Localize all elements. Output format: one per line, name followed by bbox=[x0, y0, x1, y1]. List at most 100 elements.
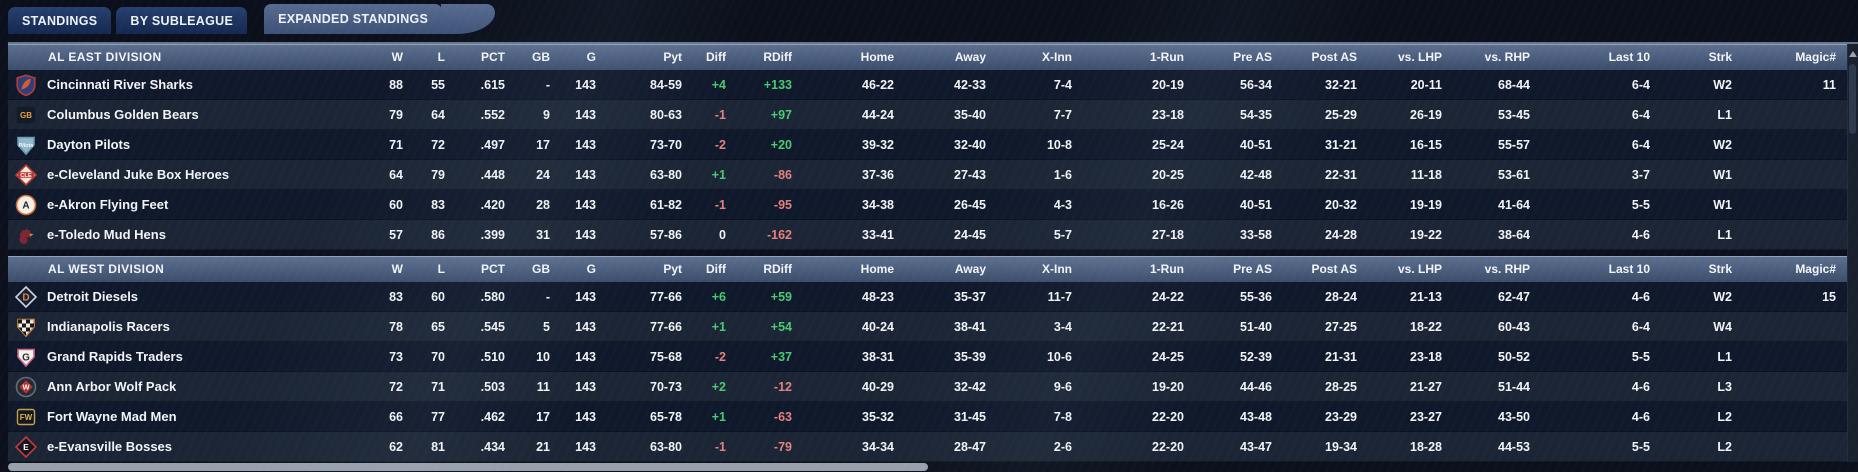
team-logo: G bbox=[14, 345, 38, 369]
column-header-preas[interactable]: Pre AS bbox=[1233, 262, 1272, 276]
division-title: AL WEST DIVISION bbox=[48, 262, 165, 276]
horizontal-scrollbar[interactable] bbox=[0, 462, 1858, 472]
column-header-l[interactable]: L bbox=[437, 262, 445, 276]
column-header-xinn[interactable]: X-Inn bbox=[1042, 262, 1072, 276]
stat-home: 34-34 bbox=[862, 439, 894, 454]
stat-diff: -2 bbox=[714, 137, 726, 152]
column-header-pct[interactable]: PCT bbox=[481, 50, 505, 64]
column-header-vslhp[interactable]: vs. LHP bbox=[1397, 262, 1442, 276]
stat-magic bbox=[1744, 432, 1848, 461]
column-header-away[interactable]: Away bbox=[954, 50, 986, 64]
stat-last10: 4-6 bbox=[1631, 289, 1650, 304]
scroll-up-arrow-icon[interactable] bbox=[1849, 51, 1857, 57]
tab-expanded-standings[interactable]: EXPANDED STANDINGS bbox=[264, 4, 443, 34]
column-header-diff[interactable]: Diff bbox=[706, 50, 726, 64]
column-header-away[interactable]: Away bbox=[954, 262, 986, 276]
column-header-gb[interactable]: GB bbox=[532, 50, 550, 64]
column-header-magic[interactable]: Magic# bbox=[1795, 50, 1836, 64]
stat-g: 143 bbox=[575, 289, 596, 304]
column-header-pyt[interactable]: Pyt bbox=[663, 262, 682, 276]
stat-pyt: 77-66 bbox=[650, 319, 682, 334]
stat-vslhp: 19-22 bbox=[1410, 227, 1442, 242]
stat-pyt: 77-66 bbox=[650, 289, 682, 304]
team-row[interactable]: Pilots Dayton Pilots 71 72 .497 17 143 73-70 -2 +… bbox=[8, 130, 1848, 160]
team-row[interactable]: W Ann Arbor Wolf Pack 72 71 .503 11 143 70-73 +2… bbox=[8, 372, 1848, 402]
tab-by-subleague[interactable]: BY SUBLEAGUE bbox=[116, 7, 248, 34]
column-header-strk[interactable]: Strk bbox=[1708, 50, 1732, 64]
tab-standings[interactable]: STANDINGS bbox=[8, 7, 112, 34]
vertical-scrollbar[interactable] bbox=[1847, 44, 1858, 462]
column-header-vslhp[interactable]: vs. LHP bbox=[1397, 50, 1442, 64]
stat-pyt: 63-80 bbox=[650, 439, 682, 454]
stat-diff: +1 bbox=[711, 167, 726, 182]
team-row[interactable]: GB Columbus Golden Bears 79 64 .552 9 143 80-63… bbox=[8, 100, 1848, 130]
column-header-strk[interactable]: Strk bbox=[1708, 262, 1732, 276]
column-header-last10[interactable]: Last 10 bbox=[1608, 262, 1650, 276]
column-header-postas[interactable]: Post AS bbox=[1311, 50, 1357, 64]
column-header-home[interactable]: Home bbox=[860, 262, 894, 276]
stat-preas: 51-40 bbox=[1240, 319, 1272, 334]
vertical-scrollbar-thumb[interactable] bbox=[1849, 64, 1856, 134]
column-header-g[interactable]: G bbox=[586, 262, 596, 276]
column-header-home[interactable]: Home bbox=[860, 50, 894, 64]
stat-vsrhp: 62-47 bbox=[1498, 289, 1530, 304]
stat-away: 24-45 bbox=[954, 227, 986, 242]
stat-gb: 31 bbox=[536, 227, 550, 242]
stat-l: 71 bbox=[431, 379, 445, 394]
stat-vsrhp: 50-52 bbox=[1498, 349, 1530, 364]
column-header-rdiff[interactable]: RDiff bbox=[763, 50, 792, 64]
team-logo: A bbox=[14, 193, 38, 217]
column-header-vsrhp[interactable]: vs. RHP bbox=[1484, 262, 1530, 276]
team-row[interactable]: Indianapolis Racers 78 65 .545 5 143 77-66 +1 +5… bbox=[8, 312, 1848, 342]
stat-xinn: 5-7 bbox=[1053, 227, 1072, 242]
horizontal-scrollbar-thumb[interactable] bbox=[8, 463, 928, 471]
stat-pyt: 75-68 bbox=[650, 349, 682, 364]
column-header-diff[interactable]: Diff bbox=[706, 262, 726, 276]
team-logo: D bbox=[14, 285, 38, 309]
stat-w: 72 bbox=[389, 379, 403, 394]
team-row[interactable]: Cincinnati River Sharks 88 55 .615 - 143 84-59… bbox=[8, 70, 1848, 100]
column-header-run1[interactable]: 1-Run bbox=[1150, 50, 1184, 64]
team-cell: W Ann Arbor Wolf Pack bbox=[8, 372, 370, 401]
column-header-run1[interactable]: 1-Run bbox=[1150, 262, 1184, 276]
column-header-postas[interactable]: Post AS bbox=[1311, 262, 1357, 276]
stat-postas: 28-24 bbox=[1325, 289, 1357, 304]
team-row[interactable]: G Grand Rapids Traders 73 70 .510 10 143 75-68 -… bbox=[8, 342, 1848, 372]
team-row[interactable]: e-Toledo Mud Hens 57 86 .399 31 143 57-86 0 -162… bbox=[8, 220, 1848, 250]
stat-run1: 24-25 bbox=[1152, 349, 1184, 364]
team-row[interactable]: D Detroit Diesels 83 60 .580 - 143 77-66 +6 +59 48… bbox=[8, 282, 1848, 312]
column-header-preas[interactable]: Pre AS bbox=[1233, 50, 1272, 64]
stat-g: 143 bbox=[575, 77, 596, 92]
stat-vsrhp: 41-64 bbox=[1498, 197, 1530, 212]
team-row[interactable]: CLE e-Cleveland Juke Box Heroes 64 79 .448 24… bbox=[8, 160, 1848, 190]
stat-away: 27-43 bbox=[954, 167, 986, 182]
stat-xinn: 1-6 bbox=[1053, 167, 1072, 182]
column-header-g[interactable]: G bbox=[586, 50, 596, 64]
column-header-gb[interactable]: GB bbox=[532, 262, 550, 276]
column-header-w[interactable]: W bbox=[391, 262, 403, 276]
column-header-magic[interactable]: Magic# bbox=[1795, 262, 1836, 276]
svg-text:Pilots: Pilots bbox=[19, 143, 34, 149]
column-header-rdiff[interactable]: RDiff bbox=[763, 262, 792, 276]
column-header-last10[interactable]: Last 10 bbox=[1608, 50, 1650, 64]
stat-vslhp: 19-19 bbox=[1410, 197, 1442, 212]
stat-magic bbox=[1744, 372, 1848, 401]
team-row[interactable]: FW Fort Wayne Mad Men 66 77 .462 17 143 65-78 +1… bbox=[8, 402, 1848, 432]
stat-rdiff: +133 bbox=[763, 77, 792, 92]
column-header-l[interactable]: L bbox=[437, 50, 445, 64]
svg-text:A: A bbox=[22, 200, 29, 211]
stat-preas: 40-51 bbox=[1240, 197, 1272, 212]
column-header-xinn[interactable]: X-Inn bbox=[1042, 50, 1072, 64]
stat-gb: 5 bbox=[543, 319, 550, 334]
column-header-pct[interactable]: PCT bbox=[481, 262, 505, 276]
stat-strk: W1 bbox=[1713, 197, 1732, 212]
column-header-vsrhp[interactable]: vs. RHP bbox=[1484, 50, 1530, 64]
column-header-w[interactable]: W bbox=[391, 50, 403, 64]
stat-run1: 23-18 bbox=[1152, 107, 1184, 122]
stat-vslhp: 18-22 bbox=[1410, 319, 1442, 334]
stat-w: 78 bbox=[389, 319, 403, 334]
stat-preas: 44-46 bbox=[1240, 379, 1272, 394]
column-header-pyt[interactable]: Pyt bbox=[663, 50, 682, 64]
